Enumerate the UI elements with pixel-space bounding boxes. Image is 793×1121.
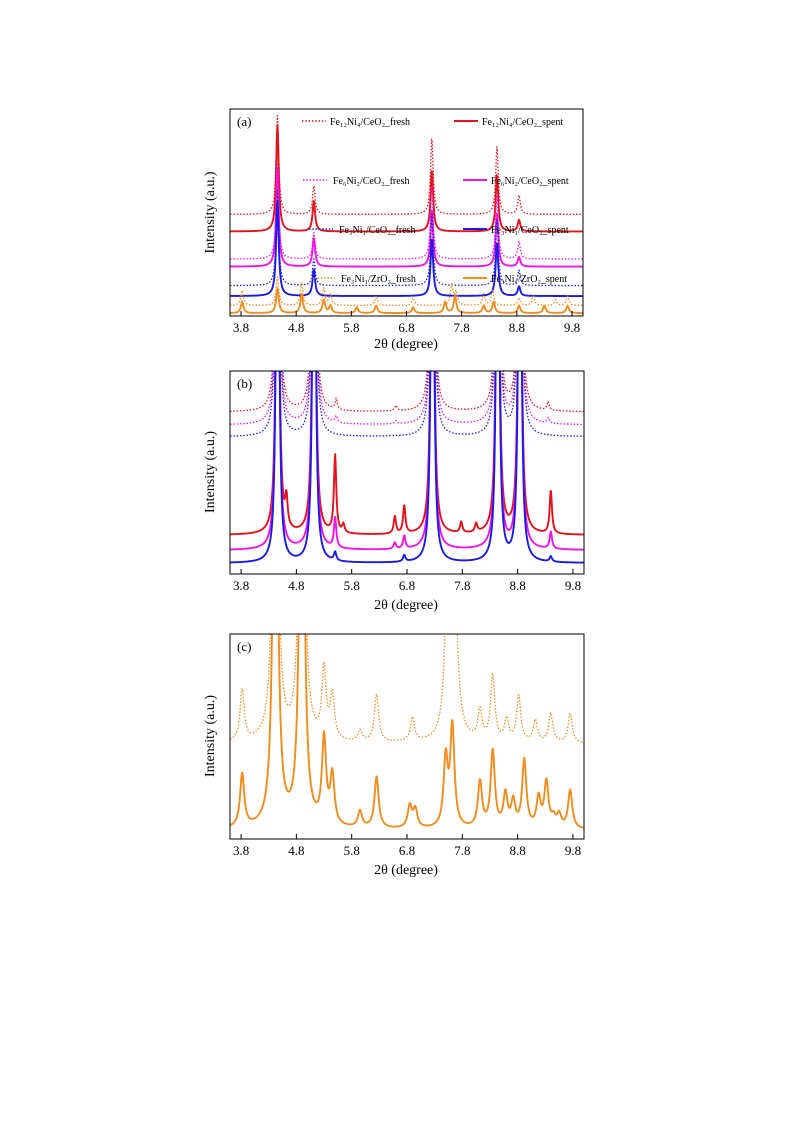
- x-tick-label-b-0: 3.8: [233, 578, 249, 593]
- legend-label-fe6ni2-ceo2-fresh: Fe₆Ni₂/CeO₂_fresh: [333, 176, 410, 187]
- series-line-c-fe3ni1-zro2-spent: [230, 634, 584, 829]
- series-line-a-fe12ni4-ceo2-fresh: [230, 114, 583, 215]
- series-line-b-fe3ni1-ceo2-spent: [230, 371, 584, 564]
- chart-c-y-axis-label: Intensity (a.u.): [203, 695, 218, 777]
- chart-a-x-ticks: 3.8 4.8 5.8 6.8 7.8 8.8 9.8: [233, 311, 580, 335]
- x-tick-label-c-0: 3.8: [233, 843, 249, 858]
- chart-a-legend: Fe₁₂Ni₄/CeO₂_fresh Fe₁₂Ni₄/CeO₂_spent Fe…: [302, 117, 569, 285]
- legend-label-fe3ni1-ceo2-fresh: Fe₃Ni₁/CeO₂_fresh: [339, 225, 416, 236]
- legend-label-fe3ni1-ceo2-spent: Fe₃Ni₁/CeO₂_spent: [491, 225, 569, 236]
- series-line-a-fe12ni4-ceo2-spent: [230, 124, 583, 233]
- chart-c-panel-label: (c): [237, 639, 251, 654]
- legend-label-fe3ni1-zro2-fresh: Fe₃Ni₁/ZrO₂_fresh: [341, 274, 416, 285]
- x-tick-label-b-6: 9.8: [565, 578, 581, 593]
- series-line-b-fe3ni1-ceo2-fresh: [230, 371, 584, 437]
- x-tick-label-c-1: 4.8: [288, 843, 304, 858]
- chart-c-curves: [230, 634, 584, 829]
- series-line-a-fe6ni2-ceo2-fresh: [230, 163, 583, 260]
- x-tick-label-a-2: 5.8: [343, 320, 359, 335]
- x-tick-label-b-2: 5.8: [344, 578, 360, 593]
- x-tick-label-b-1: 4.8: [288, 578, 304, 593]
- x-tick-label-c-5: 8.8: [510, 843, 526, 858]
- chart-b-x-axis-label: 2θ (degree): [374, 598, 438, 613]
- chart-b-y-axis-label: Intensity (a.u.): [203, 431, 218, 513]
- chart-panel-a: 3.8 4.8 5.8 6.8 7.8 8.8 9.8 (a) 2θ (degree) In…: [203, 108, 584, 352]
- x-tick-label-a-1: 4.8: [288, 320, 304, 335]
- chart-b-curves: [230, 371, 584, 564]
- x-tick-label-c-6: 9.8: [565, 843, 581, 858]
- chart-panel-b: 3.8 4.8 5.8 6.8 7.8 8.8 9.8 (b) 2θ (degree) In…: [203, 370, 585, 613]
- series-line-a-fe6ni2-ceo2-spent: [230, 166, 583, 268]
- x-tick-label-a-4: 7.8: [454, 320, 470, 335]
- x-tick-label-c-2: 5.8: [344, 843, 360, 858]
- series-line-b-fe6ni2-ceo2-fresh: [230, 371, 584, 426]
- series-line-a-fe3ni1-ceo2-spent: [230, 200, 583, 297]
- chart-b-panel-label: (b): [237, 376, 252, 391]
- legend-label-fe12ni4-ceo2-spent: Fe₁₂Ni₄/CeO₂_spent: [482, 117, 563, 128]
- x-tick-label-b-4: 7.8: [454, 578, 470, 593]
- chart-a-y-axis-label: Intensity (a.u.): [203, 171, 218, 253]
- chart-a-x-axis-label: 2θ (degree): [374, 337, 438, 352]
- legend-label-fe12ni4-ceo2-fresh: Fe₁₂Ni₄/CeO₂_fresh: [330, 117, 410, 128]
- series-line-a-fe3ni1-zro2-fresh: [230, 276, 583, 307]
- x-tick-label-b-5: 8.8: [510, 578, 526, 593]
- legend-label-fe6ni2-ceo2-spent: Fe₆Ni₂/CeO₂_spent: [491, 176, 569, 187]
- chart-b-x-ticks: 3.8 4.8 5.8 6.8 7.8 8.8 9.8: [233, 569, 581, 593]
- chart-panel-c: 3.8 4.8 5.8 6.8 7.8 8.8 9.8 (c) 2θ (degree) In…: [203, 633, 585, 878]
- x-tick-label-a-5: 8.8: [509, 320, 525, 335]
- x-tick-label-c-3: 6.8: [399, 843, 415, 858]
- series-line-a-fe3ni1-ceo2-fresh: [230, 189, 583, 287]
- x-tick-label-a-3: 6.8: [398, 320, 414, 335]
- chart-c-x-ticks: 3.8 4.8 5.8 6.8 7.8 8.8 9.8: [233, 834, 581, 858]
- x-tick-label-c-4: 7.8: [454, 843, 470, 858]
- series-line-c-fe3ni1-zro2-fresh: [230, 634, 584, 743]
- x-tick-label-a-0: 3.8: [233, 320, 249, 335]
- legend-label-fe3ni1-zro2-spent: Fe₃Ni₁/ZrO₂_spent: [491, 274, 567, 285]
- chart-a-panel-label: (a): [237, 114, 251, 129]
- series-line-a-fe3ni1-zro2-spent: [230, 287, 583, 314]
- chart-c-x-axis-label: 2θ (degree): [374, 863, 438, 878]
- x-tick-label-a-6: 9.8: [564, 320, 580, 335]
- x-tick-label-b-3: 6.8: [399, 578, 415, 593]
